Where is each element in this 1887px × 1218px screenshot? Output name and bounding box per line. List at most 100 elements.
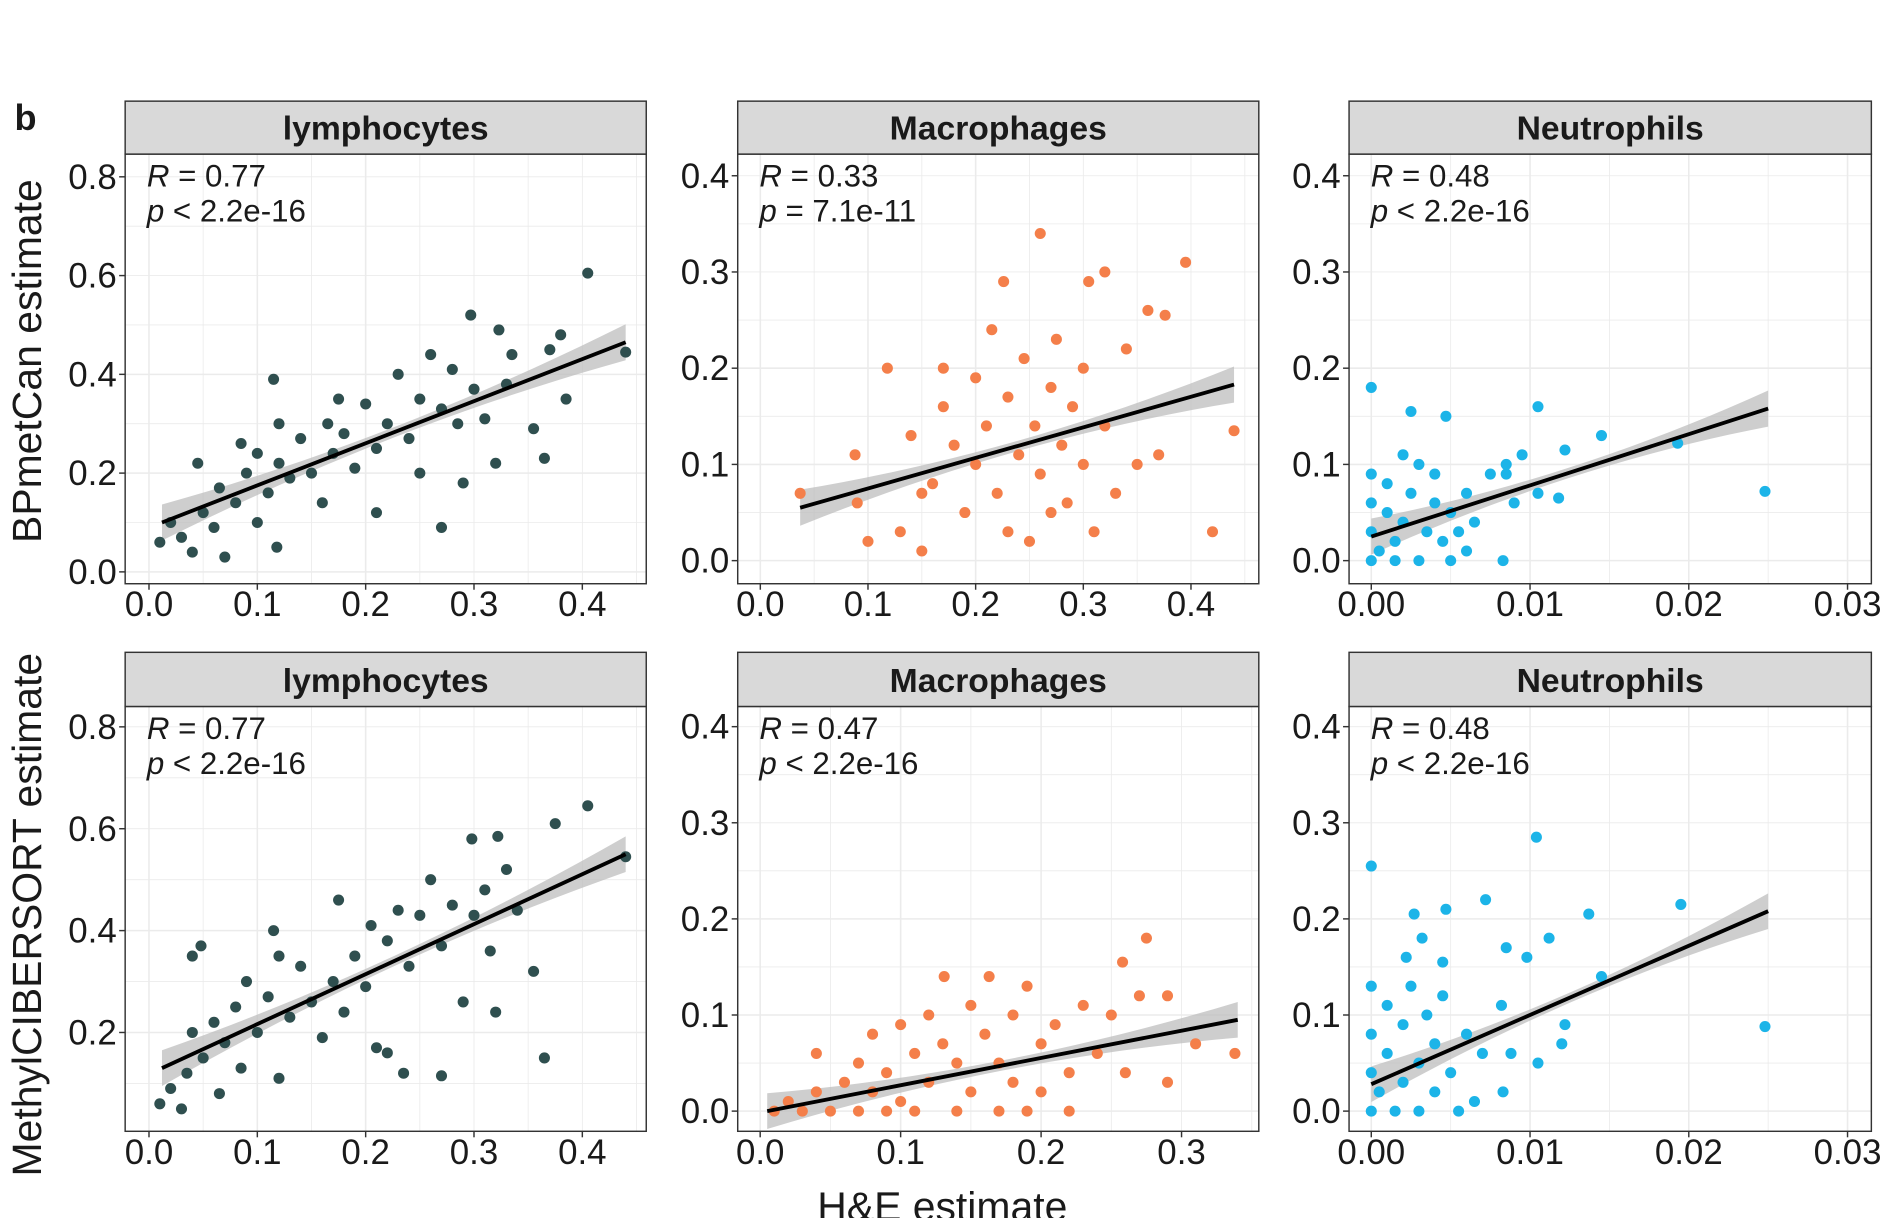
facet-strip: [124, 100, 647, 155]
data-point: [370, 442, 383, 454]
x-tick-label: 0.1: [844, 585, 892, 624]
data-point: [1161, 1076, 1174, 1088]
data-point: [1516, 449, 1528, 461]
p-space: [777, 746, 786, 781]
data-point: [538, 452, 550, 464]
data-point: [1453, 1105, 1465, 1117]
data-point: [1045, 506, 1057, 519]
data-point: [490, 457, 502, 469]
p-value-annotation: p < 2.2e-16: [1370, 746, 1530, 781]
data-point: [1063, 1067, 1075, 1079]
data-point: [403, 433, 415, 445]
data-point: [909, 1047, 921, 1059]
x-tick-label: 0.0: [125, 585, 173, 624]
data-point: [186, 950, 198, 962]
y-tick-label: 0.0: [681, 542, 729, 581]
x-tick-label: 0.4: [558, 585, 606, 624]
regression-line: [799, 382, 1235, 510]
y-tick-label: 0.2: [1292, 349, 1340, 388]
data-point: [295, 960, 307, 972]
x-tick-label: 0.01: [1496, 1133, 1564, 1172]
r-equals: =: [169, 711, 205, 746]
data-point: [1229, 1047, 1241, 1059]
data-point: [916, 545, 928, 557]
data-point: [251, 1026, 263, 1039]
x-tick-label: 0.1: [233, 585, 281, 624]
data-point: [1405, 487, 1417, 499]
data-point: [192, 457, 204, 469]
data-point: [1476, 1047, 1488, 1059]
x-tick-label: 0.02: [1655, 585, 1723, 624]
data-point: [1495, 999, 1507, 1011]
data-point: [1468, 1095, 1481, 1108]
data-point: [338, 1006, 350, 1018]
data-point: [998, 276, 1010, 288]
data-point: [1119, 1067, 1131, 1079]
r-symbol: R: [1371, 159, 1394, 194]
data-point: [1500, 468, 1512, 480]
data-point: [154, 1098, 166, 1110]
y-tick-label: 0.0: [68, 553, 116, 592]
data-point: [468, 383, 480, 395]
data-point: [273, 950, 285, 962]
data-point: [979, 1028, 991, 1040]
data-point: [392, 904, 404, 916]
data-point: [1105, 1009, 1117, 1021]
data-point: [1365, 860, 1377, 872]
data-point: [1508, 497, 1520, 509]
data-point: [927, 478, 939, 490]
facet-title: Neutrophils: [1517, 111, 1704, 148]
x-tick-label: 0.2: [341, 1133, 389, 1172]
p-symbol: p: [146, 193, 164, 228]
data-point: [1029, 420, 1041, 432]
data-point: [392, 368, 404, 380]
data-point: [1556, 1038, 1568, 1050]
data-point: [1190, 1038, 1202, 1050]
r-equals: =: [1393, 711, 1429, 746]
data-point: [154, 536, 166, 548]
data-point: [794, 487, 806, 499]
x-tick-label: 0.3: [450, 585, 498, 624]
data-point: [1133, 990, 1145, 1002]
data-point: [240, 976, 253, 988]
data-point: [414, 393, 426, 405]
data-point: [938, 971, 950, 983]
p-value-annotation: p < 2.2e-16: [1370, 193, 1530, 228]
data-point: [948, 439, 960, 451]
data-point: [1416, 932, 1428, 944]
data-point: [582, 800, 594, 812]
data-point: [235, 1062, 247, 1074]
regression-line: [161, 852, 627, 1070]
data-point: [1077, 458, 1089, 470]
facet-title: Macrophages: [890, 111, 1107, 148]
data-point: [1413, 1105, 1425, 1117]
data-point: [273, 457, 285, 469]
data-point: [457, 477, 469, 489]
data-point: [983, 971, 995, 983]
y-tick-label: 0.3: [1292, 804, 1340, 843]
data-point: [1056, 439, 1068, 451]
data-point: [1437, 956, 1449, 968]
data-point: [1088, 526, 1100, 538]
y-tick-label: 0.1: [1292, 996, 1340, 1035]
data-point: [1142, 304, 1154, 316]
x-tick-label: 0.0: [736, 1133, 784, 1172]
data-point: [965, 999, 977, 1011]
r-equals: =: [782, 711, 818, 746]
data-point: [862, 535, 874, 547]
p-value: 2.2e-16: [200, 193, 306, 228]
data-point: [937, 1038, 949, 1050]
correlation-annotation: R = 0.47: [759, 711, 878, 746]
data-point: [894, 526, 906, 538]
data-point: [905, 430, 917, 442]
data-point: [1480, 894, 1492, 906]
data-point: [1365, 1028, 1377, 1040]
p-symbol: p: [1370, 746, 1388, 781]
x-tick-label: 0.00: [1337, 1133, 1405, 1172]
data-point: [937, 362, 949, 374]
data-point: [1067, 401, 1079, 413]
y-tick-label: 0.2: [68, 454, 116, 493]
